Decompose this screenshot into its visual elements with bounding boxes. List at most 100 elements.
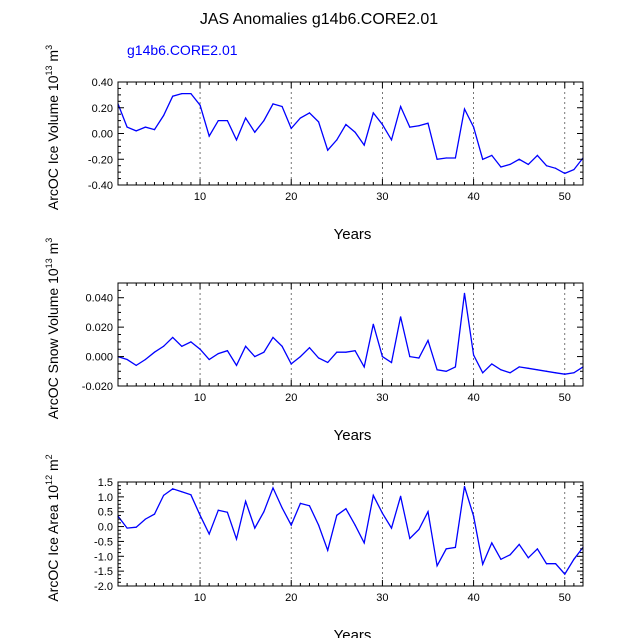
- snow-volume-xtick-label-30: 30: [376, 392, 388, 404]
- ice-volume-point-11: [208, 135, 210, 137]
- ice-volume-axes-frame: [117, 81, 584, 186]
- snow-volume-point-30: [381, 355, 384, 358]
- ice-volume-point-44: [509, 163, 511, 165]
- snow-volume-point-32: [400, 316, 402, 318]
- snow-volume-point-16: [254, 355, 256, 358]
- snow-volume-point-28: [363, 366, 365, 368]
- ice-area-xtick-label-20: 20: [285, 592, 297, 604]
- ice-area-point-47: [536, 548, 539, 550]
- snow-volume-point-5: [153, 351, 156, 353]
- ice-volume-point-14: [235, 139, 238, 141]
- snow-volume-point-11: [208, 358, 210, 361]
- ice-area-point-48: [545, 563, 548, 565]
- snow-volume-point-25: [336, 351, 338, 353]
- snow-volume-point-14: [235, 364, 238, 366]
- ice-area-point-41: [482, 563, 484, 565]
- snow-volume-point-51: [573, 372, 575, 374]
- legend-label: g14b6.CORE2.01: [127, 42, 238, 58]
- snow-volume-point-2: [126, 358, 128, 361]
- ice-area-point-43: [500, 558, 502, 560]
- snow-volume-point-38: [454, 366, 456, 368]
- snow-volume-point-50: [564, 373, 566, 375]
- snow-volume-point-48: [545, 370, 548, 372]
- ice-area-point-4: [144, 518, 146, 520]
- ice-area-ytick-label: 0.5: [98, 507, 113, 519]
- ice-area-xtick-label-10: 10: [194, 592, 206, 604]
- snow-volume-point-26: [345, 351, 347, 353]
- snow-volume-panel: -0.020 0.000 0.020 0.040 10 20 30 40 50 Years ArcO…: [44, 238, 584, 444]
- ice-volume-point-9: [190, 92, 192, 95]
- snow-volume-point-41: [482, 372, 484, 374]
- ice-volume-point-7: [172, 95, 174, 97]
- ice-area-point-27: [354, 524, 356, 526]
- ice-area-point-36: [436, 565, 438, 567]
- ice-volume-ytick-label: -0.40: [88, 180, 113, 192]
- ice-volume-point-36: [436, 158, 438, 160]
- ice-volume-point-26: [345, 123, 347, 126]
- ice-volume-point-27: [354, 131, 356, 133]
- ice-volume-point-37: [445, 157, 447, 159]
- snow-volume-point-47: [536, 369, 539, 371]
- ice-area-axes-frame: [117, 481, 584, 587]
- ice-area-point-50: [564, 573, 566, 575]
- snow-volume-point-31: [390, 361, 393, 364]
- ice-volume-point-10: [199, 104, 201, 106]
- ice-volume-point-21: [299, 117, 301, 119]
- ice-volume-point-22: [308, 112, 311, 114]
- snow-volume-point-34: [418, 357, 420, 359]
- ice-area-point-35: [427, 511, 429, 513]
- ice-volume-point-43: [500, 166, 502, 168]
- snow-volume-point-23: [317, 357, 320, 359]
- ice-area-point-14: [235, 538, 238, 540]
- ice-area-point-25: [336, 514, 338, 516]
- ice-area-ytick-label: 0.0: [98, 522, 113, 534]
- snow-volume-xtick-label-40: 40: [467, 392, 479, 404]
- snow-volume-point-29: [372, 323, 374, 325]
- snow-volume-point-9: [190, 341, 192, 343]
- snow-volume-point-39: [463, 292, 466, 294]
- ice-area-ytick-label: -2.0: [94, 581, 113, 593]
- snow-volume-point-24: [327, 361, 329, 364]
- ice-area-point-28: [363, 542, 365, 544]
- snow-volume-point-8: [181, 345, 183, 347]
- snow-volume-point-18: [272, 336, 274, 339]
- snow-volume-point-43: [500, 369, 502, 371]
- ice-area-point-12: [217, 509, 219, 511]
- ice-area-point-21: [299, 502, 301, 504]
- ice-area-point-24: [327, 549, 329, 551]
- ice-volume-ytick-label: 0.20: [92, 103, 113, 115]
- ice-area-point-46: [527, 557, 529, 559]
- ice-area-ytick-label: -0.5: [94, 536, 113, 548]
- ice-volume-ylabel: ArcOC Ice Volume 1013 m3: [44, 45, 61, 210]
- snow-volume-point-12: [217, 353, 219, 355]
- ice-area-ytick-label: 1.5: [98, 477, 113, 489]
- ice-volume-point-40: [472, 126, 475, 128]
- snow-volume-point-19: [281, 345, 283, 347]
- ice-volume-point-24: [327, 149, 329, 151]
- snow-volume-point-21: [299, 355, 301, 358]
- ice-volume-point-6: [162, 114, 165, 117]
- snow-volume-point-40: [472, 354, 475, 356]
- ice-volume-point-41: [482, 158, 484, 160]
- ice-area-point-11: [208, 533, 210, 535]
- ice-volume-point-31: [390, 139, 393, 141]
- ice-area-point-45: [518, 543, 520, 546]
- snow-volume-point-20: [290, 363, 292, 365]
- snow-volume-point-7: [172, 336, 174, 339]
- ice-area-point-20: [290, 524, 292, 526]
- ice-area-point-32: [400, 495, 402, 497]
- ice-volume-point-45: [518, 158, 520, 160]
- ice-area-point-31: [390, 527, 393, 529]
- ice-area-ytick-label: -1.0: [94, 551, 113, 563]
- ice-area-point-26: [345, 508, 347, 510]
- snow-volume-point-4: [144, 358, 146, 361]
- ice-area-panel: -2.0 -1.5 -1.0 -0.5 0.0 0.5 1.0 1.5 10 20 30 40 50 Ye…: [44, 454, 584, 638]
- ice-volume-point-18: [272, 103, 274, 105]
- ice-area-point-8: [181, 491, 183, 493]
- ice-volume-xtick-label-40: 40: [467, 191, 479, 203]
- ice-area-point-34: [418, 528, 420, 531]
- ice-volume-xtick-label-10: 10: [194, 191, 206, 203]
- ice-volume-point-33: [409, 126, 411, 128]
- ice-volume-point-13: [226, 120, 229, 122]
